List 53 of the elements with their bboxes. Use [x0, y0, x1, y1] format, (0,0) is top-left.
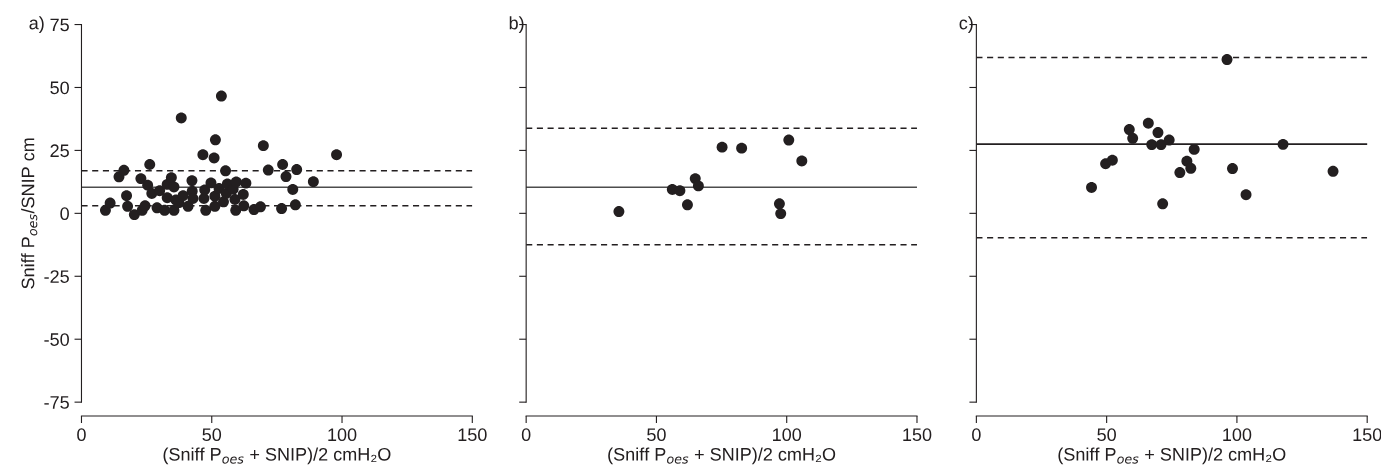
point: [736, 142, 748, 154]
point: [716, 141, 728, 153]
x-tick-label: 50: [202, 428, 222, 442]
point: [773, 198, 785, 210]
x-tick-label: 100: [1223, 428, 1252, 442]
point: [674, 185, 686, 197]
point: [613, 206, 625, 218]
point: [1277, 138, 1289, 150]
x-tick-label: 100: [328, 428, 357, 442]
x-axis-title: (Sniff P$_{oes}$ + SNIP)/2 cmH₂O: [608, 447, 836, 465]
point: [1221, 54, 1233, 65]
y-tick-label: 75: [50, 18, 69, 32]
point: [1155, 139, 1167, 151]
x-tick-label: 0: [521, 428, 531, 442]
x-tick-label: 150: [458, 428, 487, 442]
point: [1123, 124, 1135, 135]
y-tick-label: -75: [44, 396, 69, 409]
x-axis-title: (Sniff P$_{oes}$ + SNIP)/2 cmH₂O: [163, 447, 391, 465]
point: [692, 180, 704, 192]
point: [1106, 154, 1118, 166]
point: [1327, 165, 1339, 177]
point: [796, 155, 808, 167]
point: [783, 134, 795, 146]
x-tick-label: 0: [77, 428, 86, 442]
x-tick-label: 0: [972, 428, 981, 442]
point: [1240, 189, 1252, 201]
y-tick-label: -50: [44, 333, 69, 346]
y-axis-title: Sniff P$_{oes}$/SNIP cm: [21, 138, 38, 289]
x-tick-label: 50: [647, 428, 666, 442]
y-tick-label: 50: [50, 81, 69, 95]
x-tick-label: 150: [1353, 428, 1381, 442]
chart-title: b): [509, 16, 524, 33]
point: [1146, 139, 1158, 151]
x-axis-title: (Sniff P$_{oes}$ + SNIP)/2 cmH₂O: [1058, 447, 1286, 465]
x-tick-label: 150: [903, 428, 932, 442]
point: [1185, 162, 1197, 174]
point: [1152, 127, 1164, 139]
point: [775, 208, 787, 220]
point: [1174, 167, 1186, 179]
point: [681, 199, 693, 211]
y-tick-label: -25: [44, 270, 69, 283]
chart-title: a): [29, 16, 44, 33]
point: [1163, 134, 1175, 146]
y-tick-label: 25: [50, 144, 69, 158]
point: [1227, 163, 1238, 174]
point: [1127, 132, 1139, 144]
y-tick-label: 0: [60, 207, 69, 221]
point: [1142, 117, 1154, 129]
x-tick-label: 50: [1097, 428, 1116, 442]
x-tick-label: 100: [773, 428, 802, 442]
point: [1157, 198, 1169, 210]
point: [1086, 181, 1097, 193]
chart-title: c): [959, 16, 973, 33]
